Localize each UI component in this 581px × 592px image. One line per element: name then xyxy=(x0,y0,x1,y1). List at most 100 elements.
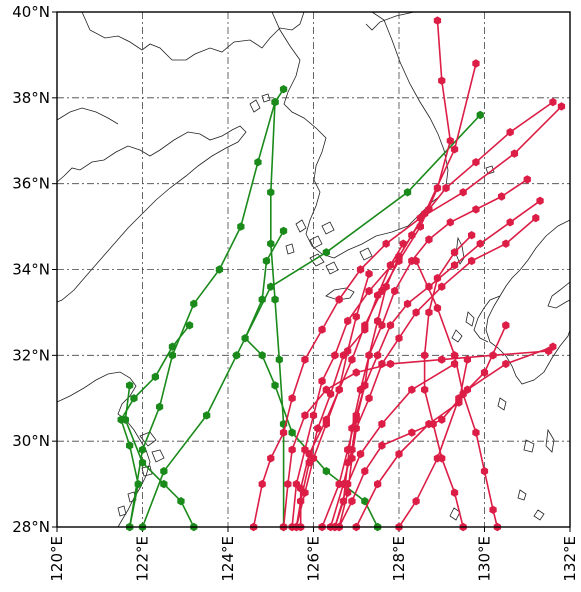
coastline-korea-sw-islands xyxy=(309,253,339,275)
track-point-marker xyxy=(459,389,467,399)
coastline-korea-islands xyxy=(285,219,373,261)
track-point-marker xyxy=(532,213,540,223)
track-point-marker xyxy=(361,467,369,476)
lat-label-28n: 28°N xyxy=(12,518,50,536)
track-point-marker xyxy=(335,479,343,489)
track-point-marker xyxy=(382,282,390,291)
track-point-marker xyxy=(177,497,185,506)
storm-track-11 xyxy=(331,175,531,532)
storm-track-6 xyxy=(117,321,194,532)
track-point-marker xyxy=(438,355,446,364)
track-point-marker xyxy=(446,136,454,145)
track-point-marker xyxy=(386,261,395,270)
track-point-marker xyxy=(352,368,360,377)
track-point-marker xyxy=(361,497,369,506)
track-point-marker xyxy=(378,419,386,429)
track-point-marker xyxy=(382,239,390,248)
track-point-marker xyxy=(489,505,497,514)
longitude-labels: 120°E 122°E 124°E 126°E 128°E 130°E 132°… xyxy=(48,536,579,582)
lat-label-30n: 30°N xyxy=(12,432,50,450)
track-point-marker xyxy=(399,239,407,248)
track-point-marker xyxy=(450,248,459,257)
lat-label-38n: 38°N xyxy=(12,89,50,107)
track-point-marker xyxy=(348,497,356,506)
track-point-marker xyxy=(356,265,365,274)
coastline-kyushu-west xyxy=(473,295,501,343)
track-point-marker xyxy=(378,321,386,330)
track-point-marker xyxy=(433,273,442,283)
track-point-marker xyxy=(215,265,224,274)
track-point-marker xyxy=(267,454,275,463)
storm-track-5 xyxy=(121,381,198,532)
track-point-marker xyxy=(168,351,177,360)
track-point-marker xyxy=(309,411,318,420)
lon-label-132e: 132°E xyxy=(561,536,579,582)
track-point-marker xyxy=(117,415,125,424)
coastline-ulleungdo xyxy=(485,165,495,175)
track-point-marker xyxy=(502,359,510,369)
track-point-marker xyxy=(267,188,275,197)
track-point-marker xyxy=(190,299,198,308)
track-point-marker xyxy=(314,424,322,433)
storm-track-18 xyxy=(395,321,510,532)
track-point-marker xyxy=(344,445,352,454)
track-point-marker xyxy=(288,445,296,454)
track-line xyxy=(120,324,191,528)
track-point-marker xyxy=(356,449,365,459)
track-point-marker xyxy=(412,308,420,317)
storm-track-19 xyxy=(421,231,476,532)
track-point-marker xyxy=(549,97,557,107)
track-point-marker xyxy=(472,205,480,214)
track-point-marker xyxy=(374,479,382,489)
coastline-shikoku xyxy=(547,281,571,309)
track-point-marker xyxy=(344,346,352,356)
coastline-kyushu xyxy=(485,295,571,385)
track-point-marker xyxy=(425,235,433,244)
track-point-marker xyxy=(468,231,476,240)
track-point-marker xyxy=(318,325,326,334)
track-point-marker xyxy=(365,269,373,278)
track-point-marker xyxy=(254,158,262,167)
lon-label-120e: 120°E xyxy=(48,536,66,582)
track-point-marker xyxy=(237,222,245,231)
coastline-honshu xyxy=(499,219,571,297)
track-line xyxy=(252,105,563,528)
coastline-koshiki xyxy=(497,397,507,411)
track-point-marker xyxy=(365,286,373,296)
track-point-marker xyxy=(480,467,489,476)
track-point-marker xyxy=(138,445,147,454)
track-point-marker xyxy=(472,428,480,437)
track-point-marker xyxy=(395,334,403,343)
lat-label-34n: 34°N xyxy=(12,261,50,279)
track-point-marker xyxy=(361,381,369,390)
coastline-liaodong xyxy=(81,11,305,61)
graticule xyxy=(52,11,571,532)
storm-track-13 xyxy=(335,213,540,532)
track-point-marker xyxy=(279,428,288,437)
track-point-marker xyxy=(438,76,446,85)
track-line xyxy=(398,324,507,528)
lon-label-124e: 124°E xyxy=(219,536,237,582)
track-point-marker xyxy=(429,419,437,429)
track-point-marker xyxy=(331,351,339,360)
track-point-marker xyxy=(275,355,283,364)
track-point-marker xyxy=(450,488,459,497)
track-point-marker xyxy=(151,372,159,381)
track-line xyxy=(128,88,285,528)
coastline-yakushima xyxy=(523,439,535,453)
track-point-marker xyxy=(476,239,484,248)
track-point-marker xyxy=(408,428,416,437)
track-point-marker xyxy=(378,441,386,450)
track-point-marker xyxy=(279,85,288,94)
lon-label-126e: 126°E xyxy=(305,536,323,582)
track-point-marker xyxy=(241,334,249,343)
track-point-marker xyxy=(480,368,489,377)
track-point-marker xyxy=(279,226,288,236)
track-line xyxy=(124,385,195,528)
track-point-marker xyxy=(126,441,134,450)
track-point-marker xyxy=(386,359,395,369)
storm-track-14 xyxy=(335,342,557,532)
track-point-marker xyxy=(318,376,326,386)
coastline-shandong xyxy=(56,125,247,303)
